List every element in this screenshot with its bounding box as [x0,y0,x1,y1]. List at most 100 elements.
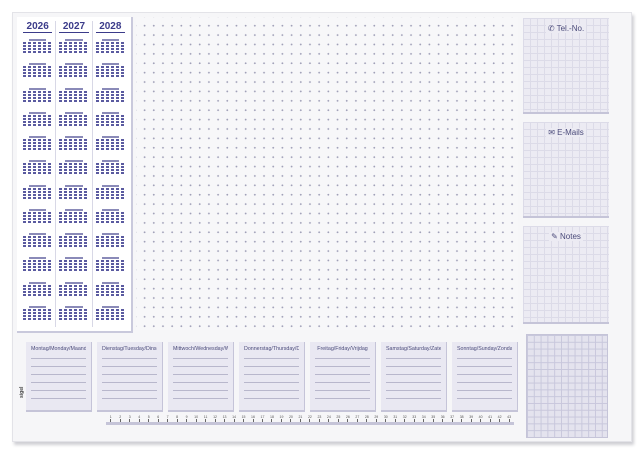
weekday-label: Freitag/Friday/Vrijdag [317,346,368,352]
month-block [23,109,53,133]
tel-label: Tel.-No. [556,24,585,33]
year-calendar: 2026 2027 2028 [17,17,133,333]
month-block [59,279,89,303]
ruler-tick: 1 [106,415,115,422]
ruler-tick: 28 [362,415,371,422]
ruler-tick: 33 [410,415,419,422]
year-heading: 2028 [95,21,125,33]
month-block [95,303,125,327]
month-block [23,254,53,278]
ruler-tick: 40 [476,415,485,422]
weekday-box: Montag/Monday/Maandag [26,342,92,412]
ruler-tick: 31 [391,415,400,422]
weekday-box: Dienstag/Tuesday/Dinsdag [97,342,163,412]
ruler-tick: 9 [182,415,191,422]
ruler-tick: 30 [381,415,390,422]
month-block [23,279,53,303]
year-heading: 2027 [59,21,89,33]
month-block [95,109,125,133]
notes-label: Notes [560,232,581,241]
ruler-tick: 26 [343,415,352,422]
month-block [23,133,53,157]
month-block [23,206,53,230]
ruler-tick: 37 [447,415,456,422]
brand-logo: sigel [19,386,25,398]
emails-label: E-Mails [557,128,584,137]
month-block [59,206,89,230]
weekday-boxes: Montag/Monday/Maandag Dienstag/Tuesday/Di… [26,342,518,412]
month-block [95,254,125,278]
ruler-tick: 16 [248,415,257,422]
ruler-tick: 38 [457,415,466,422]
ruler-tick: 42 [495,415,504,422]
month-block [59,85,89,109]
ruler-tick: 10 [191,415,200,422]
weekday-label: Dienstag/Tuesday/Dinsdag [102,346,157,352]
notes-box: ✎ Notes [523,226,609,324]
month-block [59,230,89,254]
ruler-tick: 11 [201,415,210,422]
weekday-box: Donnerstag/Thursday/Donderdag [239,342,305,412]
ruler-tick: 21 [296,415,305,422]
ruler-tick: 43 [504,415,513,422]
month-block [59,157,89,181]
year-column: 2026 [20,21,57,327]
ruler-tick: 8 [172,415,181,422]
month-block [95,279,125,303]
weekday-box: Freitag/Friday/Vrijdag [310,342,376,412]
month-block [95,157,125,181]
ruler-tick: 20 [286,415,295,422]
ruler-tick: 32 [400,415,409,422]
ruler-tick: 25 [334,415,343,422]
ruler-tick: 34 [419,415,428,422]
weekday-label: Mittwoch/Wednesday/Woensdag [173,346,228,352]
ruler-tick: 19 [277,415,286,422]
month-block [95,206,125,230]
month-block [59,109,89,133]
year-column: 2027 [56,21,93,327]
ruler: 1 2 3 4 5 6 7 8 9 10 11 12 13 14 15 16 17 18 19 20 21 22 23 24 2… [106,414,514,425]
weekday-label: Sonntag/Sunday/Zondag [457,346,512,352]
ruler-tick: 7 [163,415,172,422]
ruler-tick: 17 [258,415,267,422]
weekday-label: Donnerstag/Thursday/Donderdag [244,346,299,352]
weekday-box: Mittwoch/Wednesday/Woensdag [168,342,234,412]
month-block [23,182,53,206]
month-block [95,60,125,84]
month-block [95,36,125,60]
weekday-box: Samstag/Saturday/Zaterdag [381,342,447,412]
month-block [59,303,89,327]
graph-grid-box [526,334,608,438]
month-block [23,36,53,60]
month-block [59,133,89,157]
ruler-tick: 13 [220,415,229,422]
month-block [59,36,89,60]
ruler-tick: 14 [229,415,238,422]
ruler-tick: 4 [134,415,143,422]
weekday-label: Samstag/Saturday/Zaterdag [386,346,441,352]
ruler-tick: 22 [305,415,314,422]
year-column: 2028 [93,21,128,327]
month-block [59,182,89,206]
ruler-tick: 12 [210,415,219,422]
ruler-tick: 27 [353,415,362,422]
month-block [95,85,125,109]
ruler-tick: 18 [267,415,276,422]
ruler-tick: 35 [428,415,437,422]
weekday-box: Sonntag/Sunday/Zondag [452,342,518,412]
dot-grid-area [136,17,518,330]
month-block [23,303,53,327]
month-block [95,182,125,206]
ruler-tick: 39 [466,415,475,422]
month-block [23,60,53,84]
phone-icon: ✆ [547,24,555,33]
tel-box: ✆ Tel.-No. [523,18,609,114]
ruler-tick: 23 [315,415,324,422]
emails-box: ✉ E-Mails [523,122,609,218]
month-block [59,60,89,84]
ruler-tick: 29 [372,415,381,422]
month-block [95,230,125,254]
ruler-tick: 5 [144,415,153,422]
month-block [95,133,125,157]
month-block [23,157,53,181]
